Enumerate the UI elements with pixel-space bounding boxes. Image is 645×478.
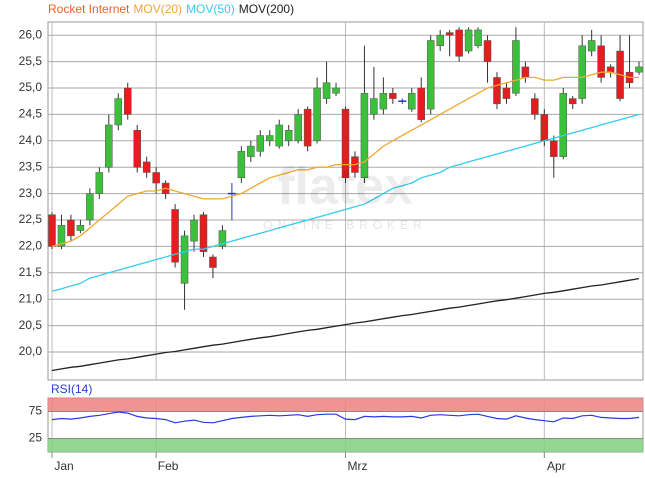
candle-body: [502, 87, 511, 99]
y-tick-label: 20,5: [19, 318, 43, 332]
candle-body: [379, 93, 388, 110]
candle-body: [123, 87, 132, 115]
candle-body: [540, 114, 549, 142]
candle-body: [455, 29, 463, 57]
candle-body: [389, 93, 397, 99]
candle-body: [408, 93, 416, 110]
candle-body: [237, 151, 246, 179]
x-tick-label: Apr: [547, 459, 566, 473]
candle-body: [512, 40, 520, 94]
candle-body: [95, 172, 104, 194]
watermark-subtitle: ONLINE BROKER: [263, 218, 427, 232]
moving-average-line: [51, 113, 640, 292]
candle-body: [521, 66, 530, 78]
candle-body: [493, 77, 501, 105]
y-tick-label: 25,0: [19, 80, 43, 94]
candle-body: [597, 45, 605, 78]
watermark-text: flatex: [277, 158, 413, 216]
y-tick-label: 26,0: [19, 27, 43, 41]
legend-entry: MOV(50): [186, 2, 235, 16]
candle-body: [171, 209, 179, 263]
watermark: flatex ONLINE BROKER: [263, 158, 427, 232]
candle-body: [587, 40, 596, 52]
candle-body: [266, 135, 274, 142]
x-tick-label: Jan: [54, 459, 73, 473]
candle-body: [341, 108, 350, 179]
candle-body: [578, 45, 586, 99]
candle-body: [370, 98, 378, 115]
y-tick-label: 24,0: [19, 133, 43, 147]
moving-average-line: [51, 277, 640, 372]
y-tick-label: 21,5: [19, 265, 43, 279]
candle-body: [152, 172, 160, 184]
y-tick-label: 20,0: [19, 344, 43, 358]
candle-body: [606, 66, 615, 73]
candle-body: [199, 214, 208, 252]
y-tick-label: 24,5: [19, 107, 43, 121]
rsi-band: [48, 398, 643, 412]
candle-body: [559, 93, 568, 157]
candle-body: [550, 140, 558, 157]
candle-body: [76, 225, 85, 231]
y-tick-label: 23,0: [19, 186, 43, 200]
y-tick-label: 22,5: [19, 212, 43, 226]
legend-entry: MOV(20): [133, 2, 182, 16]
rsi-title: RSI(14): [51, 382, 92, 396]
candle-body: [426, 40, 435, 110]
candle-body: [360, 93, 369, 179]
candle-body: [114, 98, 123, 126]
rsi-band: [48, 438, 643, 452]
candle-body: [57, 225, 66, 247]
y-tick-label: 25,5: [19, 54, 43, 68]
candle-body: [247, 145, 255, 157]
candle-body: [568, 98, 577, 105]
candle-body: [464, 29, 473, 52]
y-tick-label: 23,5: [19, 159, 43, 173]
candle-body: [483, 40, 492, 62]
candle-body: [284, 129, 293, 142]
y-tick-label: 75: [29, 404, 43, 418]
candle-body: [105, 124, 113, 168]
candle-body: [180, 235, 189, 284]
candle-body: [417, 87, 425, 120]
x-tick-label: Mrz: [348, 459, 368, 473]
candle-body: [531, 98, 539, 115]
candle-body: [474, 29, 482, 47]
legend-entry: Rocket Internet: [48, 2, 130, 16]
candle-body: [436, 34, 444, 47]
legend-entry: MOV(200): [239, 2, 294, 16]
y-tick-label: 25: [29, 431, 43, 445]
y-tick-label: 22,0: [19, 239, 43, 253]
x-tick-label: Feb: [158, 459, 179, 473]
candle-body: [445, 32, 454, 36]
candle-body: [303, 108, 312, 147]
candle-body: [48, 214, 56, 247]
candle-body: [218, 230, 227, 247]
candle-body: [209, 256, 217, 268]
candle-body: [635, 66, 643, 73]
candle-body: [294, 114, 302, 142]
candle-body: [332, 87, 340, 94]
y-tick-label: 21,0: [19, 291, 43, 305]
candle-body: [275, 124, 283, 147]
moving-average-line: [51, 71, 639, 248]
rsi-line: [51, 411, 640, 424]
candle-body: [142, 161, 151, 173]
candle-body: [322, 82, 331, 99]
candle-body: [256, 135, 265, 152]
candle-body: [133, 129, 141, 168]
candle-body: [86, 193, 94, 221]
candle-body: [67, 219, 75, 237]
candle-body: [313, 87, 321, 142]
candle-body: [190, 219, 198, 242]
